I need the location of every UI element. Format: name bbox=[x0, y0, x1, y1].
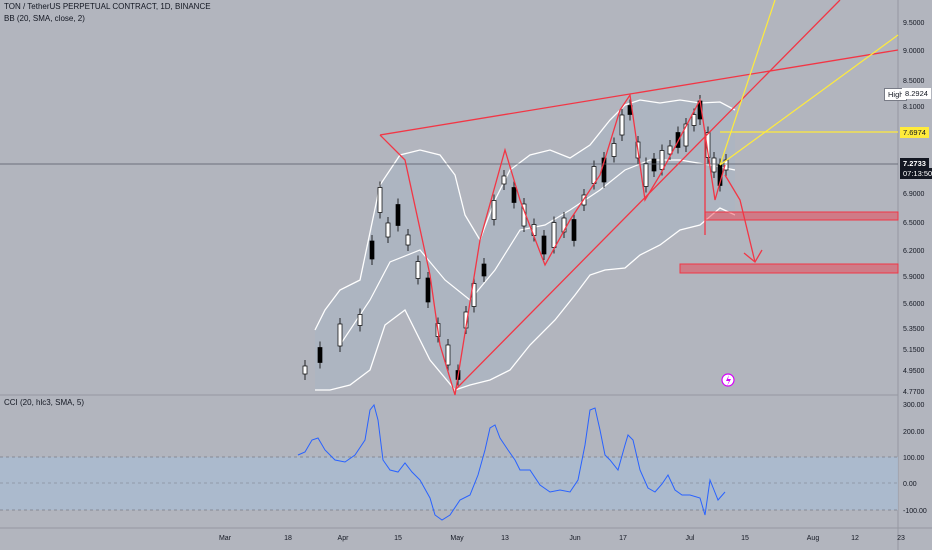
current-price-badge: 7.2733 bbox=[900, 158, 929, 169]
price-tick: 6.2000 bbox=[903, 248, 925, 255]
wedge-upper-trendline[interactable] bbox=[379, 49, 899, 136]
candle-body bbox=[385, 222, 391, 238]
candle-body bbox=[501, 175, 507, 185]
time-tick: 15 bbox=[394, 535, 402, 542]
candle-body bbox=[357, 314, 363, 326]
time-tick: 12 bbox=[851, 535, 859, 542]
candle-body bbox=[471, 283, 477, 307]
candle-body bbox=[415, 261, 421, 279]
candle-body bbox=[302, 365, 308, 375]
target-arrow-head[interactable] bbox=[743, 249, 763, 263]
candle-body bbox=[651, 158, 657, 172]
price-axis[interactable]: 9.5000 9.0000 8.5000 8.1000 6.9000 6.5000 6.20… bbox=[903, 20, 925, 396]
time-tick: 18 bbox=[284, 535, 292, 542]
time-tick: 17 bbox=[619, 535, 627, 542]
cci-indicator-legend[interactable]: CCI (20, hlc3, SMA, 5) bbox=[4, 398, 85, 407]
candle-body bbox=[683, 123, 689, 147]
fib-ray-shallow[interactable] bbox=[719, 34, 899, 166]
price-tick: 5.9000 bbox=[903, 274, 925, 281]
candle-body bbox=[337, 323, 343, 347]
fib-ray-steep[interactable] bbox=[719, 0, 776, 166]
fib-extension-drawings[interactable] bbox=[719, 0, 899, 166]
bollinger-band-fill bbox=[315, 100, 735, 390]
price-tick: 9.5000 bbox=[903, 20, 925, 27]
time-tick: Mar bbox=[219, 535, 232, 542]
cci-tick: -100.00 bbox=[903, 508, 927, 515]
price-tick: 8.1000 bbox=[903, 104, 925, 111]
cci-tick: 300.00 bbox=[903, 402, 925, 409]
candle-body bbox=[369, 240, 375, 260]
price-tick: 5.6000 bbox=[903, 301, 925, 308]
time-tick: Jul bbox=[686, 535, 695, 542]
cci-band-fill bbox=[0, 457, 898, 510]
time-tick: Jun bbox=[569, 535, 580, 542]
time-tick: Aug bbox=[807, 535, 820, 542]
price-tick: 4.7700 bbox=[903, 389, 925, 396]
price-tick: 6.9000 bbox=[903, 191, 925, 198]
price-tick: 9.0000 bbox=[903, 48, 925, 55]
high-label: High bbox=[884, 88, 908, 101]
cci-line bbox=[297, 403, 726, 521]
price-tick: 6.5000 bbox=[903, 220, 925, 227]
candle-body bbox=[481, 263, 487, 277]
alert-level-badge: 7.6974 bbox=[900, 127, 929, 138]
time-tick: 15 bbox=[741, 535, 749, 542]
candle-body bbox=[377, 187, 383, 213]
candle-body bbox=[425, 277, 431, 303]
candle-body bbox=[511, 187, 517, 203]
countdown-badge: 07:13:50 bbox=[900, 168, 932, 179]
candle-body bbox=[551, 222, 557, 248]
candle-body bbox=[667, 145, 673, 155]
time-tick: 13 bbox=[501, 535, 509, 542]
zigzag-pattern[interactable] bbox=[379, 93, 726, 396]
target-arrow-line[interactable] bbox=[724, 174, 756, 263]
candle-body bbox=[445, 344, 451, 366]
candle-body bbox=[711, 157, 717, 173]
candle-body bbox=[571, 219, 577, 241]
pattern-drawings[interactable] bbox=[379, 0, 899, 396]
candle-body bbox=[619, 114, 625, 136]
bb-indicator-legend[interactable]: BB (20, SMA, close, 2) bbox=[4, 14, 85, 23]
time-axis[interactable]: Mar 18 Apr 15 May 13 Jun 17 Jul 15 Aug 12 23 bbox=[219, 535, 905, 542]
bollinger-lower bbox=[315, 207, 736, 391]
support-zone-upper[interactable] bbox=[704, 211, 899, 221]
candle-body bbox=[405, 234, 411, 246]
high-value-badge: 8.2924 bbox=[902, 88, 931, 99]
price-tick: 5.1500 bbox=[903, 347, 925, 354]
time-tick: Apr bbox=[338, 535, 350, 542]
cci-tick: 0.00 bbox=[903, 481, 917, 488]
candle-body bbox=[541, 235, 547, 255]
candle-body bbox=[659, 150, 665, 170]
cci-axis[interactable]: 300.00 200.00 100.00 0.00 -100.00 bbox=[903, 402, 927, 515]
cci-tick: 200.00 bbox=[903, 429, 925, 436]
cci-tick: 100.00 bbox=[903, 455, 925, 462]
candle-body bbox=[611, 143, 617, 157]
symbol-legend[interactable]: TON / TetherUS PERPETUAL CONTRACT, 1D, B… bbox=[4, 2, 211, 11]
candle-body bbox=[691, 114, 697, 126]
time-tick: May bbox=[450, 535, 464, 542]
flash-alert-icon[interactable] bbox=[721, 373, 735, 387]
price-tick: 8.5000 bbox=[903, 78, 925, 85]
candle-body bbox=[491, 200, 497, 220]
price-tick: 4.9500 bbox=[903, 368, 925, 375]
candle-body bbox=[643, 163, 649, 187]
time-tick: 23 bbox=[897, 535, 905, 542]
candle-body bbox=[317, 347, 323, 363]
price-tick: 5.3500 bbox=[903, 326, 925, 333]
candle-body bbox=[395, 204, 401, 226]
support-zone-lower[interactable] bbox=[679, 263, 899, 274]
